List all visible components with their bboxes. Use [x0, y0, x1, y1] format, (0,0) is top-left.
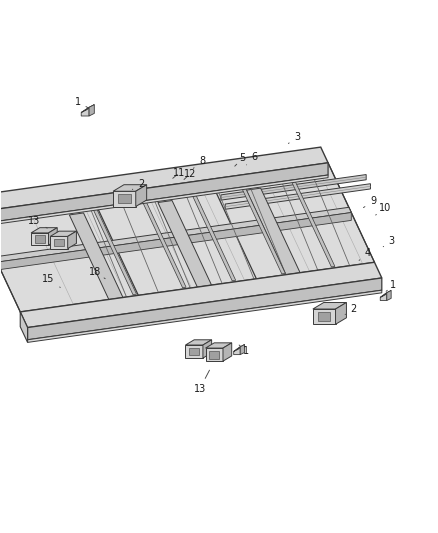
Text: 2: 2: [344, 304, 356, 314]
Polygon shape: [89, 104, 94, 116]
Polygon shape: [0, 163, 374, 312]
Text: 1: 1: [385, 280, 395, 292]
Text: 10: 10: [375, 203, 391, 215]
Text: 18: 18: [89, 266, 105, 279]
Polygon shape: [386, 290, 390, 301]
Polygon shape: [223, 343, 231, 361]
Polygon shape: [240, 344, 244, 354]
Text: 12: 12: [183, 169, 196, 180]
Polygon shape: [0, 163, 327, 224]
Polygon shape: [69, 213, 123, 300]
Polygon shape: [113, 191, 135, 206]
Polygon shape: [233, 344, 244, 351]
Polygon shape: [137, 190, 186, 288]
Polygon shape: [31, 228, 57, 233]
Polygon shape: [233, 347, 240, 354]
Polygon shape: [335, 303, 346, 324]
Polygon shape: [48, 228, 57, 245]
Text: 3: 3: [382, 236, 394, 247]
Polygon shape: [185, 340, 211, 345]
Polygon shape: [0, 175, 327, 227]
Text: 6: 6: [246, 152, 257, 165]
Polygon shape: [113, 185, 146, 191]
Polygon shape: [0, 147, 327, 213]
Text: 5: 5: [234, 154, 245, 166]
Polygon shape: [202, 340, 211, 358]
Polygon shape: [20, 262, 381, 328]
Text: 2: 2: [132, 179, 144, 189]
Polygon shape: [246, 188, 300, 274]
Polygon shape: [67, 231, 76, 248]
Polygon shape: [28, 290, 381, 342]
Polygon shape: [286, 169, 334, 267]
Polygon shape: [31, 233, 48, 245]
Polygon shape: [185, 345, 202, 358]
Polygon shape: [35, 236, 45, 243]
Polygon shape: [312, 303, 346, 309]
Polygon shape: [379, 293, 386, 301]
Polygon shape: [312, 309, 335, 324]
Text: 13: 13: [28, 216, 47, 228]
Text: 1: 1: [239, 345, 249, 356]
Polygon shape: [81, 104, 94, 112]
Polygon shape: [0, 207, 350, 262]
Text: 13: 13: [193, 370, 209, 394]
Text: 8: 8: [193, 156, 205, 168]
Polygon shape: [189, 348, 198, 356]
Polygon shape: [220, 174, 365, 200]
Text: 4: 4: [358, 248, 370, 261]
Polygon shape: [118, 195, 131, 204]
Text: 11: 11: [173, 168, 185, 179]
Polygon shape: [20, 312, 28, 342]
Text: 15: 15: [42, 274, 60, 287]
Polygon shape: [0, 213, 350, 270]
Polygon shape: [225, 184, 370, 209]
Text: 3: 3: [288, 132, 300, 143]
Polygon shape: [209, 351, 219, 359]
Polygon shape: [317, 312, 330, 321]
Polygon shape: [88, 197, 136, 295]
Text: 9: 9: [363, 196, 375, 208]
Polygon shape: [236, 176, 285, 274]
Polygon shape: [135, 185, 146, 206]
Polygon shape: [205, 343, 231, 348]
Polygon shape: [50, 237, 67, 248]
Polygon shape: [205, 348, 223, 361]
Text: 1: 1: [74, 96, 88, 108]
Polygon shape: [81, 107, 89, 116]
Polygon shape: [187, 183, 235, 281]
Polygon shape: [54, 239, 64, 246]
Polygon shape: [50, 231, 76, 237]
Polygon shape: [158, 200, 211, 287]
Polygon shape: [379, 290, 390, 297]
Polygon shape: [28, 278, 381, 340]
